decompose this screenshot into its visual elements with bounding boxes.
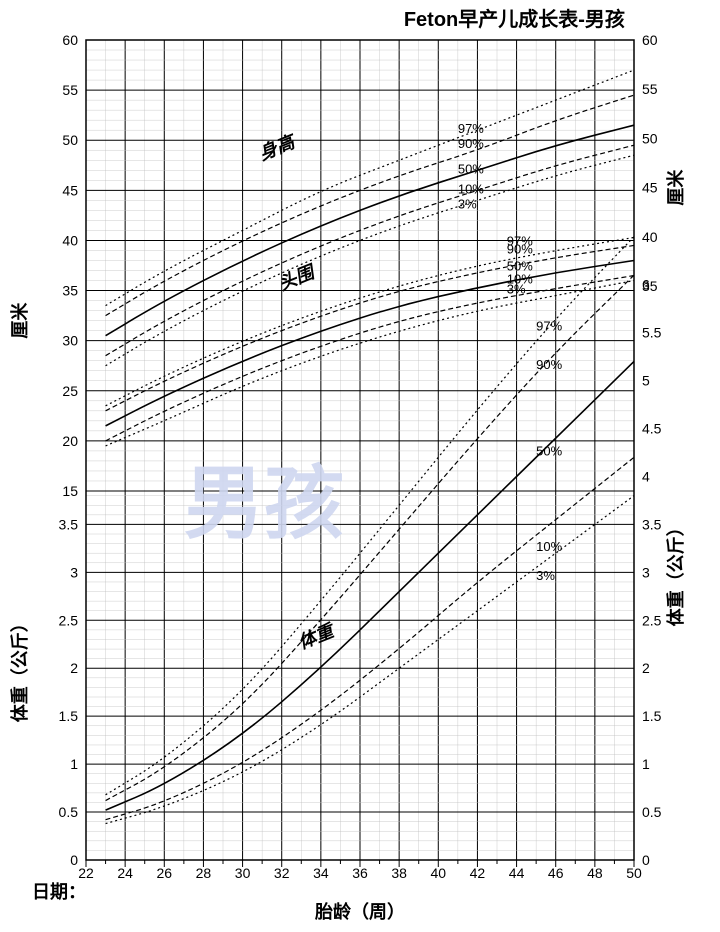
right-cm-60: 60 — [642, 32, 658, 48]
left-cm-60: 60 — [62, 32, 78, 48]
right-kg-2: 2 — [642, 660, 650, 676]
left-kg-3.5: 3.5 — [59, 516, 79, 532]
head-pct-50%: 50% — [507, 259, 533, 274]
x-tick-38: 38 — [391, 865, 407, 881]
left-kg-2.5: 2.5 — [59, 612, 79, 628]
x-tick-30: 30 — [235, 865, 251, 881]
weight-label: 体重 — [295, 620, 339, 653]
chart-svg: 男孩身高头围体重3%10%50%90%97%3%10%50%90%97%3%10… — [0, 0, 720, 932]
weight-pct-97%: 97% — [536, 319, 562, 334]
x-tick-22: 22 — [78, 865, 94, 881]
x-tick-44: 44 — [509, 865, 525, 881]
x-tick-32: 32 — [274, 865, 290, 881]
x-tick-50: 50 — [626, 865, 642, 881]
head-50% — [106, 260, 634, 425]
right-kg-4.5: 4.5 — [642, 421, 662, 437]
length-pct-3%: 3% — [458, 196, 477, 211]
left-cm-50: 50 — [62, 132, 78, 148]
x-tick-28: 28 — [196, 865, 212, 881]
left-cm-label: 厘米 — [9, 302, 30, 339]
left-kg-2: 2 — [70, 660, 78, 676]
weight-pct-3%: 3% — [536, 568, 555, 583]
head-label: 头围 — [276, 261, 320, 294]
right-cm-40: 40 — [642, 229, 658, 245]
x-tick-36: 36 — [352, 865, 368, 881]
x-tick-40: 40 — [430, 865, 446, 881]
length-pct-10%: 10% — [458, 181, 484, 196]
head-pct-10%: 10% — [507, 272, 533, 287]
right-kg-1: 1 — [642, 756, 650, 772]
length-pct-50%: 50% — [458, 161, 484, 176]
right-cm-label: 厘米 — [665, 169, 686, 206]
left-cm-15: 15 — [62, 483, 78, 499]
head-pct-97%: 97% — [507, 233, 533, 248]
head-curves — [106, 237, 634, 445]
weight-pct-90%: 90% — [536, 357, 562, 372]
left-kg-1: 1 — [70, 756, 78, 772]
right-cm-45: 45 — [642, 180, 658, 196]
left-cm-30: 30 — [62, 333, 78, 349]
right-kg-0: 0 — [642, 852, 650, 868]
date-label: 日期： — [32, 882, 86, 902]
watermark-text: 男孩 — [184, 459, 344, 548]
x-tick-24: 24 — [117, 865, 133, 881]
right-kg-3.5: 3.5 — [642, 516, 662, 532]
right-kg-2.5: 2.5 — [642, 612, 662, 628]
left-kg-0: 0 — [70, 852, 78, 868]
weight-pct-50%: 50% — [536, 443, 562, 458]
right-kg-0.5: 0.5 — [642, 804, 662, 820]
left-cm-20: 20 — [62, 433, 78, 449]
length-90% — [106, 95, 634, 315]
weight-pct-10%: 10% — [536, 539, 562, 554]
right-cm-50: 50 — [642, 130, 658, 146]
left-cm-25: 25 — [62, 383, 78, 399]
right-kg-3: 3 — [642, 564, 650, 580]
x-tick-26: 26 — [156, 865, 172, 881]
left-cm-40: 40 — [62, 232, 78, 248]
length-pct-97%: 97% — [458, 121, 484, 136]
left-kg-label: 体重（公斤） — [9, 614, 30, 722]
left-kg-3: 3 — [70, 564, 78, 580]
left-kg-0.5: 0.5 — [59, 804, 79, 820]
left-kg-1.5: 1.5 — [59, 708, 79, 724]
x-tick-48: 48 — [587, 865, 603, 881]
right-kg-5.5: 5.5 — [642, 325, 662, 341]
x-tick-42: 42 — [470, 865, 486, 881]
growth-chart: 男孩身高头围体重3%10%50%90%97%3%10%50%90%97%3%10… — [0, 0, 720, 932]
left-cm-35: 35 — [62, 283, 78, 299]
length-pct-90%: 90% — [458, 136, 484, 151]
length-label: 身高 — [256, 131, 300, 164]
right-kg-5: 5 — [642, 373, 650, 389]
left-cm-55: 55 — [62, 82, 78, 98]
right-kg-4: 4 — [642, 468, 650, 484]
x-axis-label: 胎龄（周） — [315, 901, 405, 922]
left-cm-45: 45 — [62, 182, 78, 198]
right-cm-55: 55 — [642, 81, 658, 97]
x-tick-46: 46 — [548, 865, 564, 881]
right-kg-label: 体重（公斤） — [665, 518, 686, 626]
x-tick-34: 34 — [313, 865, 329, 881]
right-kg-1.5: 1.5 — [642, 708, 662, 724]
weight-50% — [106, 361, 634, 810]
right-kg-6: 6 — [642, 277, 650, 293]
chart-title: Feton早产儿成长表-男孩 — [404, 7, 625, 31]
